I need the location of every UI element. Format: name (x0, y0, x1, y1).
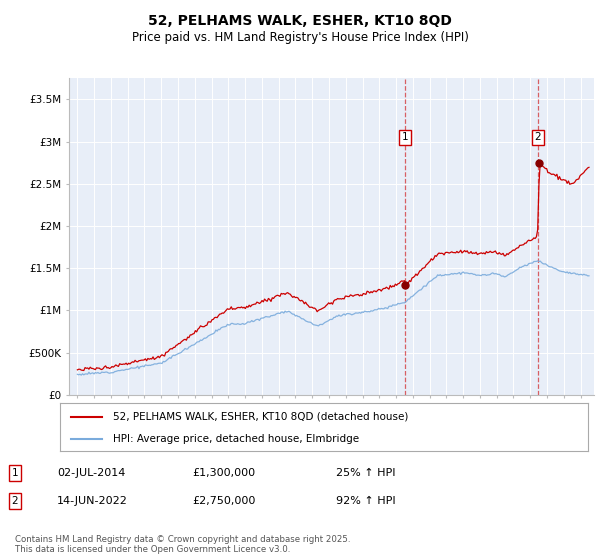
Text: 92% ↑ HPI: 92% ↑ HPI (336, 496, 395, 506)
Text: 14-JUN-2022: 14-JUN-2022 (57, 496, 128, 506)
Text: £2,750,000: £2,750,000 (192, 496, 256, 506)
Text: 2: 2 (11, 496, 19, 506)
Text: HPI: Average price, detached house, Elmbridge: HPI: Average price, detached house, Elmb… (113, 434, 359, 444)
Text: 1: 1 (11, 468, 19, 478)
Text: 02-JUL-2014: 02-JUL-2014 (57, 468, 125, 478)
Text: 52, PELHAMS WALK, ESHER, KT10 8QD (detached house): 52, PELHAMS WALK, ESHER, KT10 8QD (detac… (113, 412, 408, 422)
Text: 25% ↑ HPI: 25% ↑ HPI (336, 468, 395, 478)
Text: 2: 2 (535, 133, 541, 142)
Text: 52, PELHAMS WALK, ESHER, KT10 8QD: 52, PELHAMS WALK, ESHER, KT10 8QD (148, 14, 452, 28)
Text: 1: 1 (402, 133, 409, 142)
Text: Contains HM Land Registry data © Crown copyright and database right 2025.
This d: Contains HM Land Registry data © Crown c… (15, 535, 350, 554)
Text: Price paid vs. HM Land Registry's House Price Index (HPI): Price paid vs. HM Land Registry's House … (131, 31, 469, 44)
Text: £1,300,000: £1,300,000 (192, 468, 255, 478)
